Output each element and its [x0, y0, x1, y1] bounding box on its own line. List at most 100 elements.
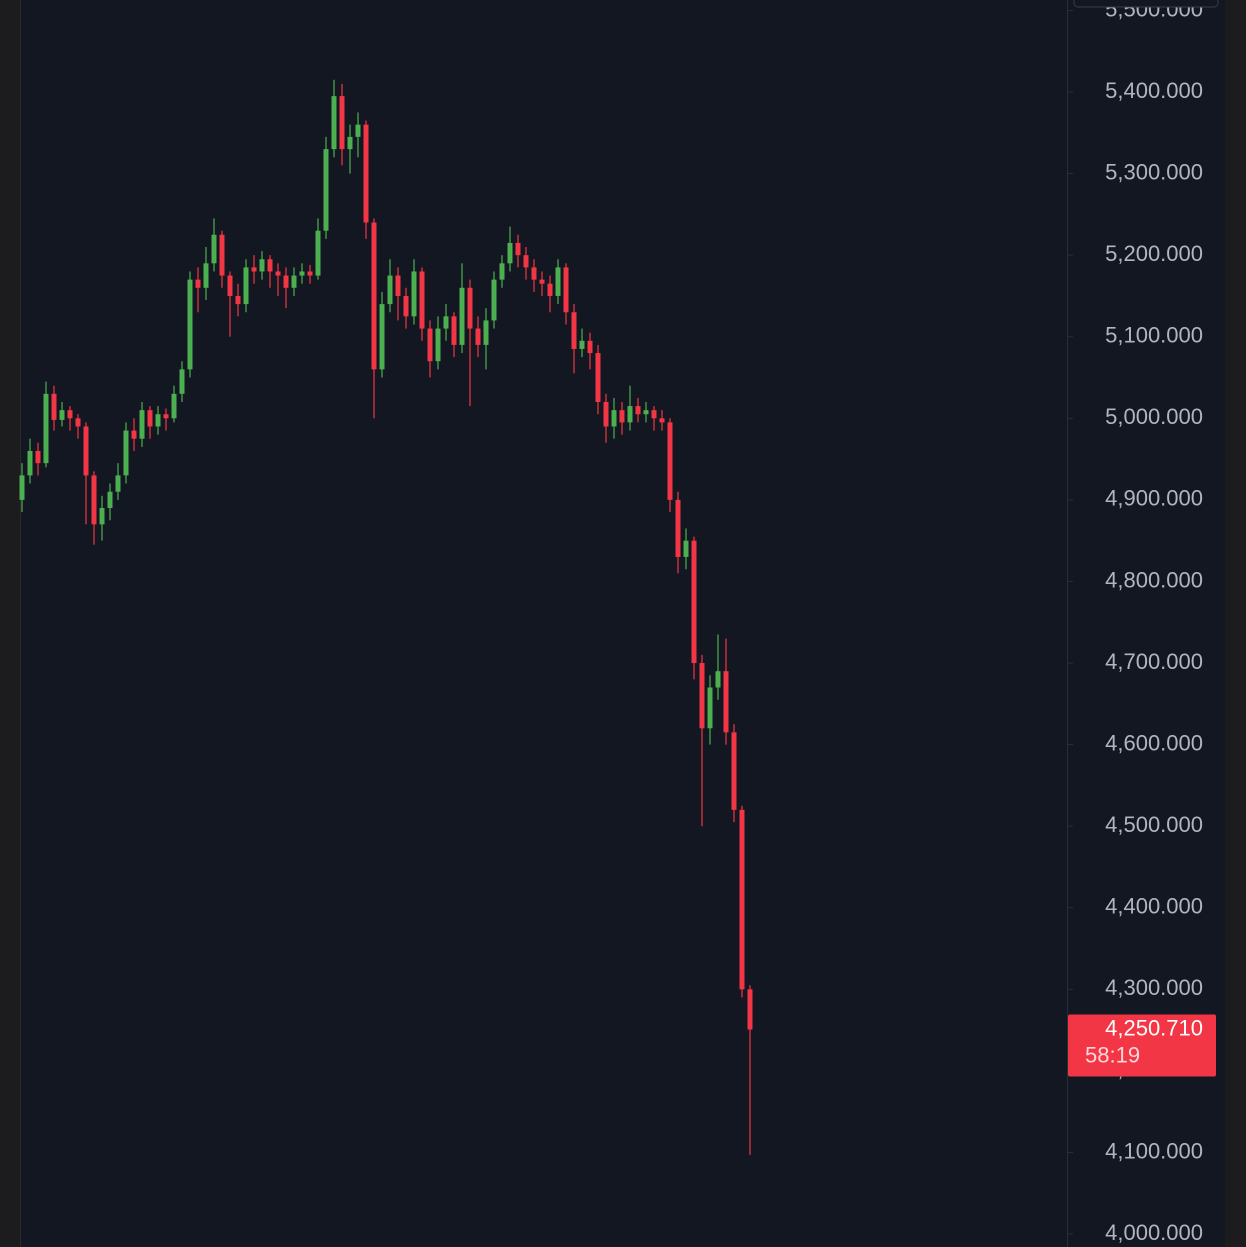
- candle-body: [611, 410, 617, 427]
- candle-body: [507, 242, 513, 264]
- candle-body: [475, 328, 481, 345]
- candle-body: [299, 271, 305, 276]
- y-tick-label: 4,500.000: [1105, 812, 1203, 837]
- y-tick-label: 4,800.000: [1105, 567, 1203, 592]
- candle-body: [435, 328, 441, 362]
- last-price-text: 4,250.710: [1105, 1015, 1203, 1040]
- y-tick-label: 4,900.000: [1105, 486, 1203, 511]
- candle-body: [619, 410, 625, 423]
- candle-body: [739, 809, 745, 990]
- candle-body: [691, 540, 697, 664]
- candle-body: [67, 410, 73, 419]
- y-tick-label: 5,300.000: [1105, 159, 1203, 184]
- candle-body: [251, 267, 257, 272]
- candle-body: [83, 426, 89, 476]
- candle-body: [531, 267, 537, 280]
- y-tick-label: 5,000.000: [1105, 404, 1203, 429]
- candle-body: [59, 410, 65, 420]
- candle-body: [595, 353, 601, 402]
- candle-body: [139, 410, 145, 439]
- candle-body: [499, 263, 505, 280]
- candle-body: [283, 275, 289, 288]
- candle-body: [379, 304, 385, 370]
- candle-body: [387, 275, 393, 305]
- candle-body: [483, 320, 489, 345]
- candle-body: [123, 430, 129, 476]
- candle-body: [451, 316, 457, 345]
- candle-body: [603, 401, 609, 427]
- candle-body: [291, 275, 297, 288]
- candle-body: [419, 271, 425, 329]
- candle-body: [667, 422, 673, 500]
- candle-body: [267, 259, 273, 272]
- candle-body: [459, 287, 465, 345]
- candle-body: [635, 406, 641, 415]
- candle-body: [651, 410, 657, 419]
- candle-body: [147, 410, 153, 427]
- candle-body: [75, 418, 81, 427]
- candle-body: [587, 340, 593, 354]
- candle-body: [699, 663, 705, 729]
- candle-body: [467, 287, 473, 329]
- candle-body: [675, 499, 681, 557]
- candle-body: [131, 430, 137, 439]
- candle-body: [547, 283, 553, 296]
- candle-body: [195, 279, 201, 288]
- candle-body: [539, 279, 545, 284]
- tick-layer: 4,000.0004,100.0004,200.0004,300.0004,40…: [1068, 0, 1203, 1245]
- y-tick-label: 5,400.000: [1105, 78, 1203, 103]
- candle-body: [99, 508, 105, 525]
- candle-body: [627, 406, 633, 423]
- toolbar-button[interactable]: [1073, 0, 1219, 8]
- candle-body: [235, 295, 241, 305]
- candle-body: [523, 255, 529, 268]
- candle-body: [395, 275, 401, 296]
- candle-body: [555, 267, 561, 296]
- candle-body: [315, 230, 321, 276]
- candle-body: [179, 369, 185, 394]
- candle-body: [275, 271, 281, 276]
- candle-body: [707, 687, 713, 729]
- candle-body: [219, 234, 225, 276]
- candle-body: [227, 275, 233, 296]
- y-tick-label: 5,200.000: [1105, 241, 1203, 266]
- candle-body: [411, 271, 417, 317]
- candle-layer: [19, 79, 753, 1155]
- candle-body: [427, 328, 433, 362]
- candle-body: [155, 414, 161, 427]
- candle-body: [211, 234, 217, 264]
- candle-body: [115, 475, 121, 492]
- candle-body: [323, 149, 329, 231]
- candle-body: [107, 491, 113, 509]
- candle-body: [659, 418, 665, 423]
- candle-body: [307, 271, 313, 276]
- candle-body: [35, 450, 41, 464]
- candle-body: [203, 263, 209, 288]
- y-tick-label: 5,100.000: [1105, 323, 1203, 348]
- candle-body: [347, 136, 353, 150]
- candle-body: [683, 540, 689, 557]
- countdown-text: 58:19: [1085, 1042, 1140, 1067]
- candle-body: [515, 242, 521, 256]
- candle-body: [747, 989, 753, 1030]
- candle-body: [355, 124, 361, 137]
- candle-body: [715, 671, 721, 688]
- candle-body: [331, 96, 337, 150]
- y-tick-label: 4,600.000: [1105, 730, 1203, 755]
- y-tick-label: 4,700.000: [1105, 649, 1203, 674]
- candle-body: [643, 410, 649, 415]
- candle-body: [259, 259, 265, 272]
- candle-body: [571, 312, 577, 349]
- candle-body: [491, 279, 497, 321]
- candle-body: [563, 267, 569, 313]
- candle-body: [731, 732, 737, 810]
- candle-body: [579, 340, 585, 349]
- y-tick-label: 4,300.000: [1105, 975, 1203, 1000]
- candle-body: [91, 475, 97, 525]
- candle-body: [43, 393, 49, 464]
- candle-body: [163, 414, 169, 419]
- candle-body: [371, 222, 377, 370]
- candle-body: [19, 475, 25, 500]
